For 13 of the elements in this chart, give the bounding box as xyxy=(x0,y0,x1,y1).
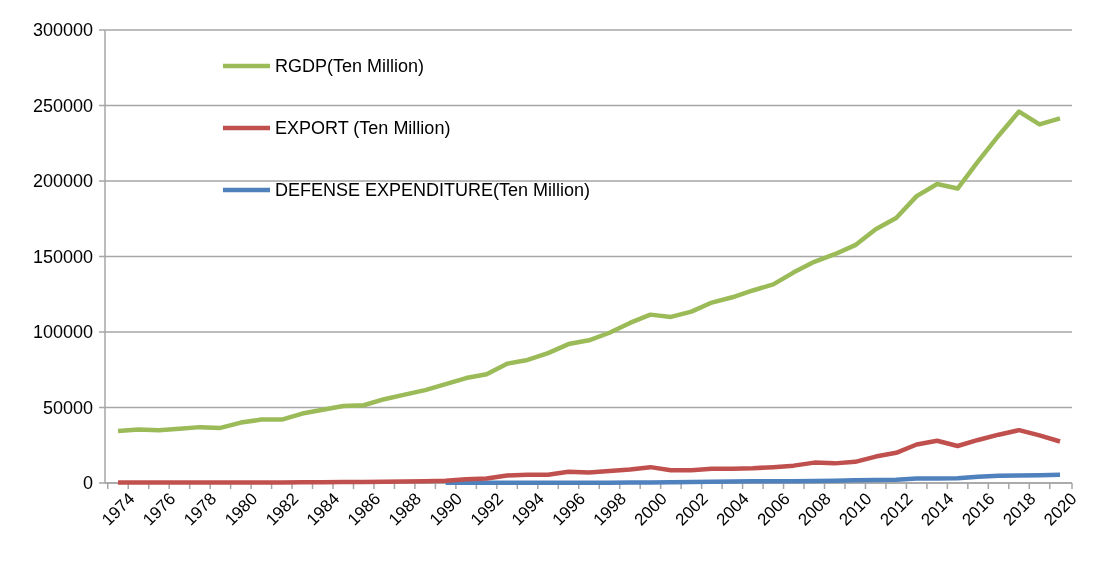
legend-label: RGDP(Ten Million) xyxy=(275,56,425,77)
y-tick-label: 250000 xyxy=(32,95,93,116)
line-series xyxy=(115,427,1063,485)
y-tick-label: 50000 xyxy=(42,397,93,418)
y-tick-label: 200000 xyxy=(32,171,93,192)
line-series xyxy=(115,109,1063,434)
y-tick-label: 100000 xyxy=(32,322,93,343)
legend-label: EXPORT (Ten Million) xyxy=(275,118,451,139)
legend-label: DEFENSE EXPENDITURE(Ten Million) xyxy=(275,180,591,201)
y-tick-label: 300000 xyxy=(32,20,93,41)
y-tick-label: 150000 xyxy=(32,246,93,267)
y-tick-label: 0 xyxy=(82,473,93,494)
line-series xyxy=(443,472,1063,486)
